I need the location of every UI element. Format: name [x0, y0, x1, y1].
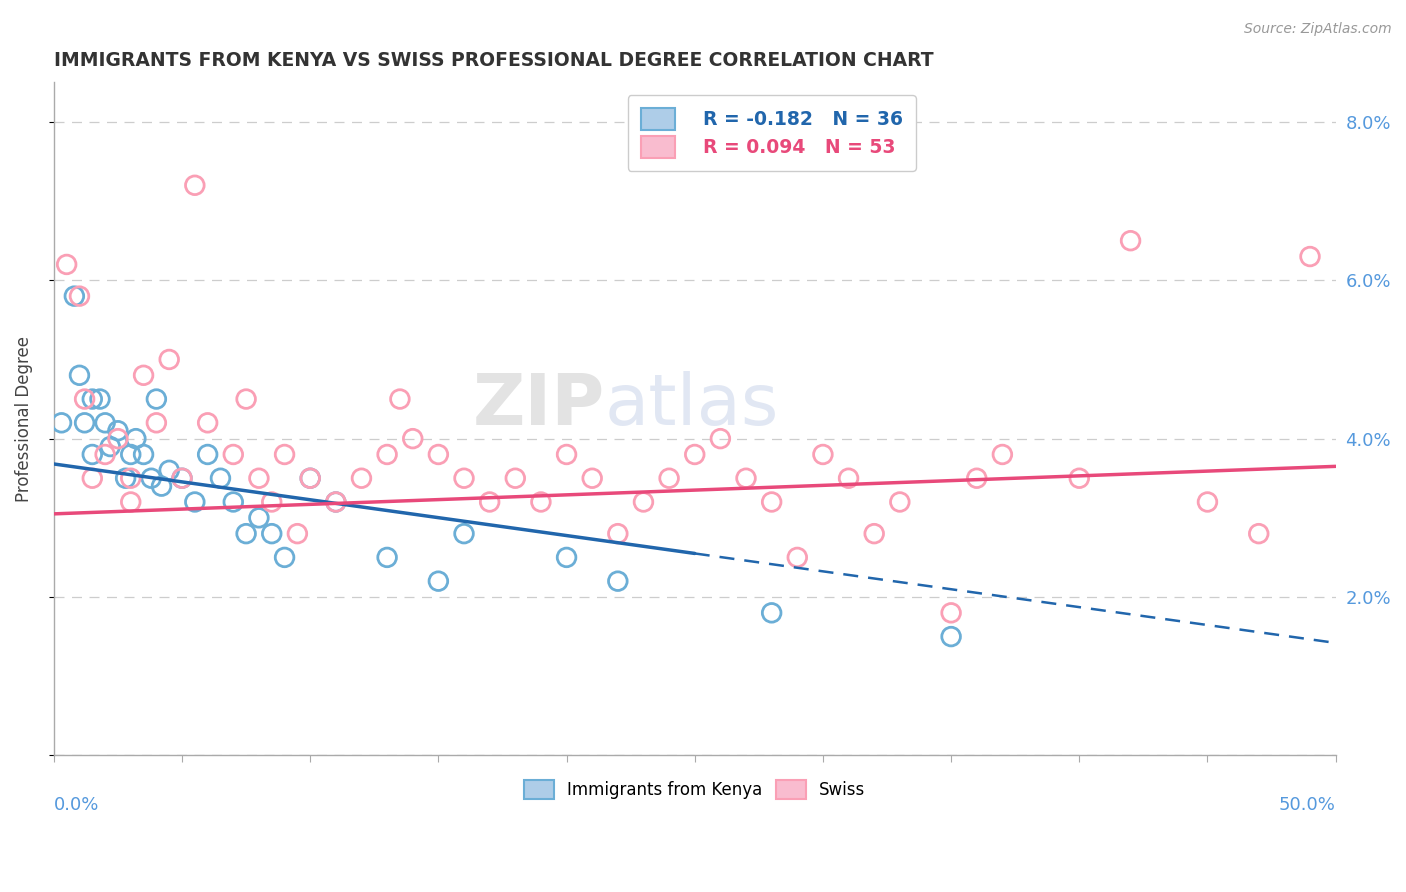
Text: IMMIGRANTS FROM KENYA VS SWISS PROFESSIONAL DEGREE CORRELATION CHART: IMMIGRANTS FROM KENYA VS SWISS PROFESSIO…	[53, 51, 934, 70]
Point	[786, 550, 808, 565]
Point	[197, 416, 219, 430]
Point	[197, 448, 219, 462]
Point	[51, 416, 73, 430]
Point	[388, 392, 411, 406]
Point	[709, 432, 731, 446]
Point	[94, 448, 117, 462]
Point	[145, 392, 167, 406]
Point	[125, 432, 148, 446]
Point	[1197, 495, 1219, 509]
Point	[273, 448, 295, 462]
Point	[94, 416, 117, 430]
Point	[402, 432, 425, 446]
Point	[170, 471, 193, 485]
Point	[260, 526, 283, 541]
Text: Source: ZipAtlas.com: Source: ZipAtlas.com	[1244, 22, 1392, 37]
Point	[939, 630, 962, 644]
Point	[73, 416, 96, 430]
Point	[1299, 250, 1322, 264]
Point	[503, 471, 526, 485]
Point	[141, 471, 163, 485]
Point	[555, 448, 578, 462]
Point	[350, 471, 373, 485]
Point	[453, 526, 475, 541]
Point	[966, 471, 988, 485]
Point	[606, 526, 628, 541]
Point	[478, 495, 501, 509]
Point	[63, 289, 86, 303]
Point	[606, 574, 628, 589]
Point	[82, 392, 104, 406]
Point	[1247, 526, 1270, 541]
Point	[222, 495, 245, 509]
Point	[82, 471, 104, 485]
Point	[73, 392, 96, 406]
Point	[247, 511, 270, 525]
Point	[939, 606, 962, 620]
Point	[145, 416, 167, 430]
Point	[683, 448, 706, 462]
Point	[375, 448, 398, 462]
Point	[120, 471, 142, 485]
Point	[287, 526, 309, 541]
Point	[453, 471, 475, 485]
Point	[150, 479, 173, 493]
Point	[375, 550, 398, 565]
Point	[530, 495, 553, 509]
Point	[132, 448, 155, 462]
Point	[222, 448, 245, 462]
Point	[863, 526, 886, 541]
Point	[114, 471, 136, 485]
Point	[735, 471, 758, 485]
Point	[427, 574, 450, 589]
Point	[184, 178, 207, 193]
Point	[82, 448, 104, 462]
Point	[889, 495, 911, 509]
Point	[838, 471, 860, 485]
Point	[555, 550, 578, 565]
Point	[761, 606, 783, 620]
Point	[633, 495, 655, 509]
Point	[98, 440, 121, 454]
Point	[427, 448, 450, 462]
Point	[761, 495, 783, 509]
Point	[69, 289, 91, 303]
Point	[69, 368, 91, 383]
Text: ZIP: ZIP	[472, 371, 605, 440]
Point	[325, 495, 347, 509]
Point	[157, 352, 180, 367]
Legend: Immigrants from Kenya, Swiss: Immigrants from Kenya, Swiss	[516, 772, 873, 807]
Point	[170, 471, 193, 485]
Point	[235, 392, 257, 406]
Point	[299, 471, 322, 485]
Point	[235, 526, 257, 541]
Point	[120, 495, 142, 509]
Text: 50.0%: 50.0%	[1279, 796, 1336, 814]
Point	[658, 471, 681, 485]
Y-axis label: Professional Degree: Professional Degree	[15, 336, 32, 502]
Point	[1119, 234, 1142, 248]
Point	[247, 471, 270, 485]
Point	[209, 471, 232, 485]
Point	[581, 471, 603, 485]
Point	[132, 368, 155, 383]
Point	[260, 495, 283, 509]
Point	[89, 392, 111, 406]
Point	[157, 463, 180, 477]
Point	[55, 257, 77, 271]
Point	[107, 424, 129, 438]
Point	[325, 495, 347, 509]
Text: 0.0%: 0.0%	[53, 796, 100, 814]
Point	[991, 448, 1014, 462]
Point	[107, 432, 129, 446]
Point	[273, 550, 295, 565]
Text: atlas: atlas	[605, 371, 779, 440]
Point	[120, 448, 142, 462]
Point	[811, 448, 834, 462]
Point	[184, 495, 207, 509]
Point	[299, 471, 322, 485]
Point	[1069, 471, 1091, 485]
